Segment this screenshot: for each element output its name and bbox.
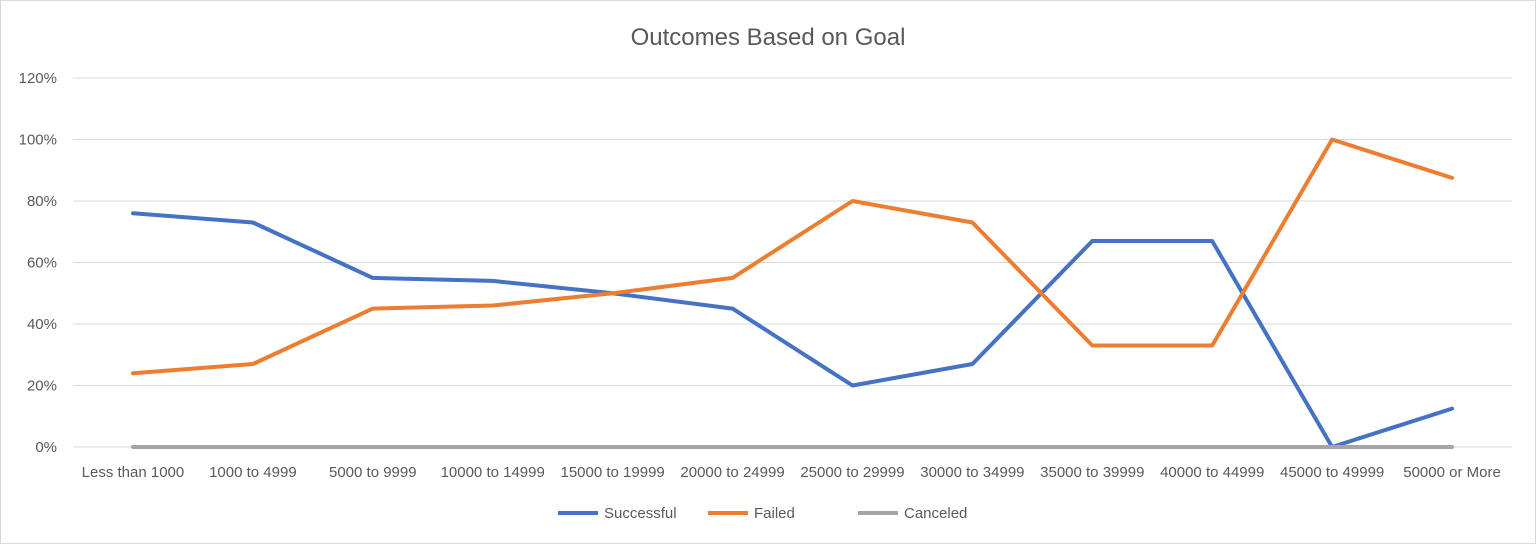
x-tick-label: 20000 to 24999 bbox=[680, 464, 784, 481]
x-tick-label: 1000 to 4999 bbox=[209, 464, 297, 481]
x-axis-ticks: Less than 1000 1000 to 4999 5000 to 9999 10… bbox=[82, 464, 1501, 481]
y-tick-label: 20% bbox=[27, 378, 57, 395]
y-tick-label: 80% bbox=[27, 193, 57, 210]
x-tick-label: 40000 to 44999 bbox=[1160, 464, 1264, 481]
chart-title: Outcomes Based on Goal bbox=[631, 24, 906, 51]
x-tick-label: 10000 to 14999 bbox=[441, 464, 545, 481]
legend-label: Canceled bbox=[904, 505, 967, 522]
gridlines bbox=[73, 77, 1512, 448]
x-tick-label: 25000 to 29999 bbox=[800, 464, 904, 481]
y-tick-label: 120% bbox=[19, 70, 57, 87]
x-tick-label: 5000 to 9999 bbox=[329, 464, 417, 481]
x-tick-label: 15000 to 19999 bbox=[560, 464, 664, 481]
x-tick-label: 30000 to 34999 bbox=[920, 464, 1024, 481]
y-tick-label: 0% bbox=[35, 439, 57, 456]
x-tick-label: Less than 1000 bbox=[82, 464, 185, 481]
y-tick-label: 100% bbox=[19, 132, 57, 149]
x-tick-label: 50000 or More bbox=[1403, 464, 1501, 481]
legend: Successful Failed Canceled bbox=[558, 505, 967, 522]
legend-label: Successful bbox=[604, 505, 677, 522]
series-lines bbox=[131, 137, 1454, 449]
x-tick-label: 35000 to 39999 bbox=[1040, 464, 1144, 481]
legend-label: Failed bbox=[754, 505, 795, 522]
y-tick-label: 60% bbox=[27, 255, 57, 272]
x-tick-label: 45000 to 49999 bbox=[1280, 464, 1384, 481]
series-line-failed bbox=[131, 137, 1454, 376]
series-line-successful bbox=[131, 211, 1454, 449]
y-axis-ticks: 0% 20% 40% 60% 80% 100% 120% bbox=[19, 70, 57, 456]
y-tick-label: 40% bbox=[27, 316, 57, 333]
